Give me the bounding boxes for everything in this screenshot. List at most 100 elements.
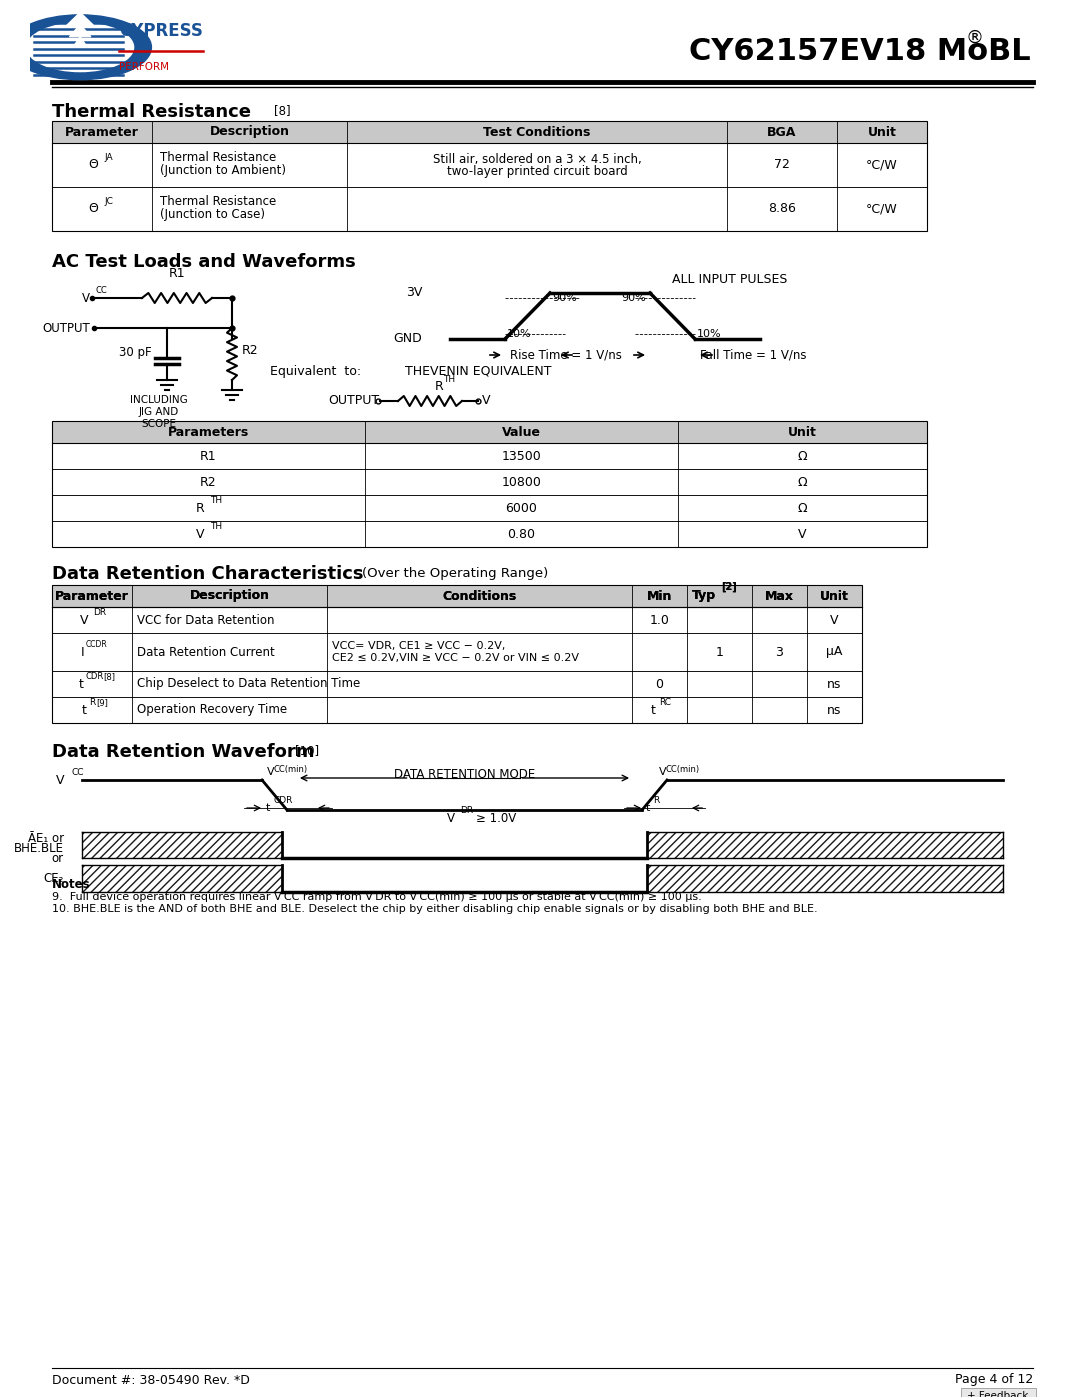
Text: CC: CC — [96, 286, 108, 295]
Text: Unit: Unit — [867, 126, 896, 138]
Text: JIG AND: JIG AND — [139, 407, 179, 416]
Text: V: V — [82, 292, 90, 305]
Text: R: R — [653, 796, 659, 805]
Text: CE₂: CE₂ — [43, 872, 64, 886]
Text: V: V — [831, 613, 839, 626]
Text: Rise Time = 1 V/ns: Rise Time = 1 V/ns — [510, 348, 622, 362]
Text: Parameter: Parameter — [55, 590, 129, 602]
Text: OUTPUT: OUTPUT — [328, 394, 379, 408]
Text: 8.86: 8.86 — [768, 203, 796, 215]
Text: Data Retention Waveform: Data Retention Waveform — [52, 743, 314, 761]
Text: 90%: 90% — [552, 292, 577, 303]
Text: 30 pF: 30 pF — [119, 346, 151, 359]
Text: RC: RC — [660, 698, 672, 707]
Text: [8]: [8] — [103, 672, 114, 680]
Text: CCDR: CCDR — [86, 640, 108, 650]
Text: BGA: BGA — [767, 126, 797, 138]
Text: Typ: Typ — [691, 590, 715, 602]
Text: CC: CC — [72, 768, 84, 777]
Text: [10]: [10] — [295, 745, 319, 757]
Text: or: or — [52, 852, 64, 866]
Text: Unit: Unit — [820, 590, 849, 602]
Text: ns: ns — [827, 678, 841, 690]
Bar — [52, 585, 862, 608]
Text: Chip Deselect to Data Retention Time: Chip Deselect to Data Retention Time — [137, 678, 361, 690]
Text: t: t — [266, 803, 270, 813]
Text: Page 4 of 12: Page 4 of 12 — [955, 1373, 1032, 1386]
Text: (Junction to Case): (Junction to Case) — [160, 208, 265, 221]
Text: 6000: 6000 — [505, 502, 538, 514]
Bar — [52, 585, 862, 608]
Text: DATA RETENTION MODE: DATA RETENTION MODE — [394, 768, 535, 781]
Text: t: t — [646, 803, 650, 813]
Text: (Over the Operating Range): (Over the Operating Range) — [362, 567, 549, 580]
Text: 0.80: 0.80 — [508, 528, 536, 541]
Text: 1.0: 1.0 — [649, 613, 670, 626]
Text: Min: Min — [647, 590, 672, 602]
Text: [2]: [2] — [721, 581, 738, 592]
Text: 9.  Full device operation requires linear V CC ramp from V DR to V CC(min) ≥ 100: 9. Full device operation requires linear… — [52, 893, 702, 902]
Bar — [961, 1389, 1036, 1397]
Text: Ω: Ω — [798, 450, 808, 462]
Polygon shape — [73, 36, 87, 47]
Text: CDR: CDR — [273, 796, 293, 805]
Text: Data Retention Characteristics: Data Retention Characteristics — [52, 564, 364, 583]
Text: Typ: Typ — [691, 590, 715, 602]
Text: ns: ns — [827, 704, 841, 717]
Text: + Feedback: + Feedback — [968, 1391, 1028, 1397]
Text: Unit: Unit — [788, 426, 816, 439]
Text: [8]: [8] — [274, 103, 291, 117]
Text: THEVENIN EQUIVALENT: THEVENIN EQUIVALENT — [405, 365, 552, 377]
Text: Thermal Resistance: Thermal Resistance — [160, 151, 276, 163]
Text: CC(min): CC(min) — [274, 766, 308, 774]
Text: BHE.BLE: BHE.BLE — [14, 842, 64, 855]
Bar — [52, 122, 927, 142]
Text: t: t — [82, 704, 87, 717]
Text: CYPRESS: CYPRESS — [119, 22, 203, 41]
Text: ALL INPUT PULSES: ALL INPUT PULSES — [673, 272, 787, 286]
Text: 90%: 90% — [621, 292, 646, 303]
Text: Description: Description — [210, 126, 289, 138]
Text: R1: R1 — [200, 450, 217, 462]
Text: Fall Time = 1 V/ns: Fall Time = 1 V/ns — [700, 348, 807, 362]
Text: V: V — [446, 812, 455, 824]
Text: [2]: [2] — [721, 581, 738, 592]
Text: TH: TH — [211, 522, 222, 531]
Text: 10%: 10% — [697, 330, 721, 339]
Text: ≥ 1.0V: ≥ 1.0V — [476, 812, 516, 824]
Text: V: V — [195, 528, 204, 541]
Text: 10%: 10% — [507, 330, 531, 339]
Text: 10800: 10800 — [501, 475, 541, 489]
Text: [9]: [9] — [96, 698, 108, 707]
Text: Equivalent  to:: Equivalent to: — [270, 365, 361, 377]
Text: Value: Value — [502, 426, 541, 439]
Text: 3: 3 — [775, 645, 783, 658]
Text: JC: JC — [104, 197, 113, 205]
Text: DR: DR — [93, 608, 106, 617]
Text: Operation Recovery Time: Operation Recovery Time — [137, 704, 287, 717]
Text: V: V — [80, 613, 87, 626]
Text: CE2 ≤ 0.2V,VIN ≥ VCC − 0.2V or VIN ≤ 0.2V: CE2 ≤ 0.2V,VIN ≥ VCC − 0.2V or VIN ≤ 0.2… — [332, 652, 579, 664]
Text: SCOPE: SCOPE — [141, 419, 176, 429]
Text: V: V — [55, 774, 64, 787]
Text: μA: μA — [826, 645, 842, 658]
Text: Parameter: Parameter — [65, 126, 139, 138]
Text: TH: TH — [211, 496, 222, 504]
Text: Data Retention Current: Data Retention Current — [137, 645, 274, 658]
Text: CDR: CDR — [86, 672, 105, 680]
Text: Parameter: Parameter — [55, 590, 129, 602]
Text: AC Test Loads and Waveforms: AC Test Loads and Waveforms — [52, 253, 355, 271]
Text: CC(min): CC(min) — [666, 766, 700, 774]
Bar — [52, 420, 927, 443]
Text: CY62157EV18 MoBL: CY62157EV18 MoBL — [689, 38, 1030, 67]
Text: Test Conditions: Test Conditions — [484, 126, 591, 138]
Text: °C/W: °C/W — [866, 158, 897, 172]
Circle shape — [9, 15, 151, 80]
Text: Description: Description — [189, 590, 270, 602]
Text: DR: DR — [460, 806, 474, 814]
Text: V: V — [482, 394, 490, 408]
Text: Document #: 38-05490 Rev. *D: Document #: 38-05490 Rev. *D — [52, 1373, 249, 1386]
Text: TH: TH — [443, 374, 455, 384]
Text: Conditions: Conditions — [443, 590, 516, 602]
Text: Unit: Unit — [820, 590, 849, 602]
